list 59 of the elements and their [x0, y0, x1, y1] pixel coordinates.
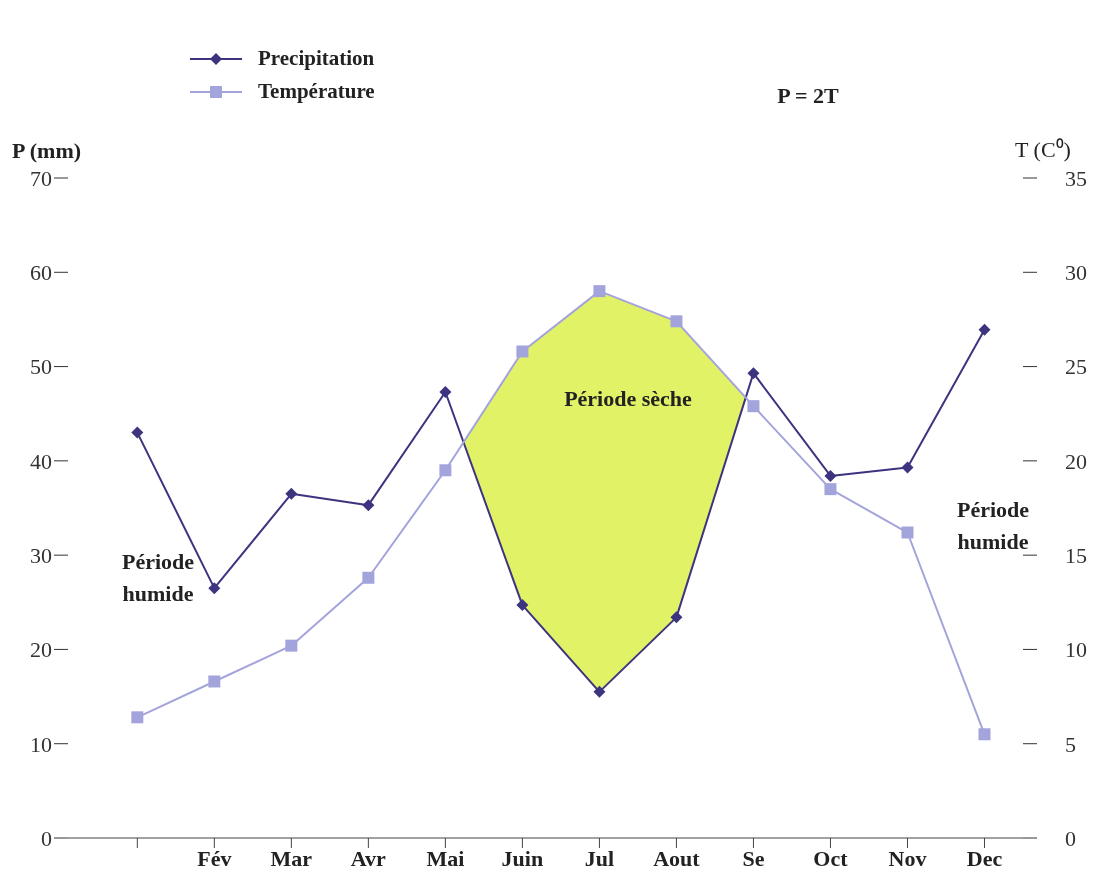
- point: [824, 483, 837, 496]
- x-tick-label: Nov: [888, 845, 927, 871]
- point: [593, 685, 606, 698]
- y-tick-label: 60: [30, 260, 52, 286]
- y-axis-title: P (mm): [12, 138, 82, 164]
- y-tick-label: 40: [30, 448, 52, 474]
- y2-tick-label: 15: [1065, 542, 1087, 568]
- point: [978, 728, 991, 741]
- y2-tick-label: 5: [1065, 731, 1076, 757]
- point: [901, 526, 914, 539]
- x-tick-label: Avr: [350, 845, 387, 871]
- point: [285, 639, 298, 652]
- y2-tick-label: 30: [1065, 260, 1087, 286]
- point: [439, 386, 452, 399]
- y-tick-label: 0: [41, 825, 52, 851]
- x-tick-label: Aout: [653, 845, 701, 871]
- point: [747, 400, 760, 413]
- point: [747, 367, 760, 380]
- y-tick-label: 10: [30, 731, 52, 757]
- point: [439, 464, 452, 477]
- y2-tick-label: 35: [1065, 165, 1087, 191]
- point: [593, 285, 606, 298]
- point: [208, 582, 221, 595]
- x-tick-label: Se: [742, 845, 765, 871]
- point: [824, 469, 837, 482]
- point: [131, 711, 144, 724]
- x-tick-label: Dec: [966, 845, 1003, 871]
- legend-label: Température: [258, 79, 375, 104]
- point: [131, 426, 144, 439]
- y2-tick-label: 0: [1065, 825, 1076, 851]
- point: [362, 571, 375, 584]
- point: [516, 599, 529, 612]
- annotation: Période sèche: [563, 385, 693, 413]
- legend-label: Precipitation: [258, 46, 375, 71]
- point: [670, 611, 683, 624]
- y-tick-label: 70: [30, 165, 52, 191]
- x-tick-label: Fév: [197, 845, 232, 871]
- y2-tick-label: 10: [1065, 637, 1087, 663]
- annotation: Période humide: [120, 548, 196, 608]
- point: [670, 315, 683, 328]
- point: [285, 487, 298, 500]
- x-tick-label: Mar: [270, 845, 313, 871]
- x-tick-label: Mai: [426, 845, 465, 871]
- point: [208, 675, 221, 688]
- x-tick-label: Jul: [584, 845, 615, 871]
- y-tick-label: 30: [30, 542, 52, 568]
- y2-tick-label: 20: [1065, 448, 1087, 474]
- y-tick-label: 50: [30, 354, 52, 380]
- x-tick-label: Oct: [813, 845, 849, 871]
- point: [516, 345, 529, 358]
- y2-tick-label: 25: [1065, 354, 1087, 380]
- y-tick-label: 20: [30, 637, 52, 663]
- point: [362, 499, 375, 512]
- text: P = 2T: [776, 82, 840, 110]
- y2-axis-title: T (C⁰): [1014, 136, 1072, 163]
- point: [901, 461, 914, 474]
- point: [978, 323, 991, 336]
- annotation: Période humide: [955, 496, 1031, 556]
- x-tick-label: Juin: [501, 845, 544, 871]
